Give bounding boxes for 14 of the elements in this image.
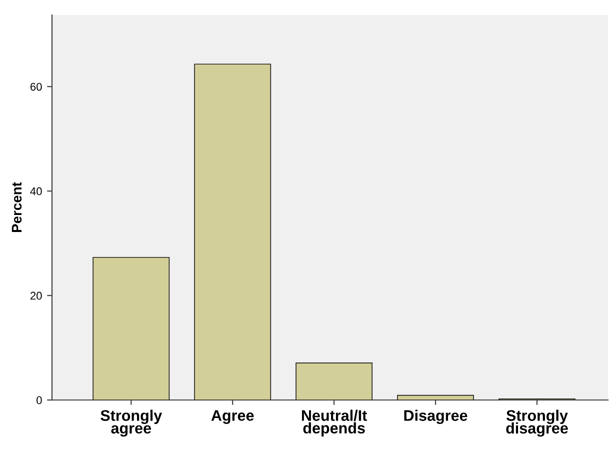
y-tick-label: 20 — [30, 292, 42, 300]
x-tick-label: Strongly agree — [100, 410, 162, 437]
bar — [397, 394, 474, 400]
x-tick-label: Neutral/It depends — [302, 410, 367, 437]
x-tick-label: Agree — [211, 410, 254, 424]
x-tick-label: Disagree — [404, 410, 468, 424]
y-axis-title: Percent — [12, 182, 22, 232]
bar — [296, 362, 373, 400]
bar — [92, 256, 170, 400]
y-tick-label: 40 — [30, 187, 42, 196]
y-tick-label: 0 — [36, 396, 42, 404]
y-tick-label: 60 — [30, 82, 42, 91]
bar — [194, 64, 272, 400]
x-tick-label: Strongly disagree — [506, 410, 568, 437]
